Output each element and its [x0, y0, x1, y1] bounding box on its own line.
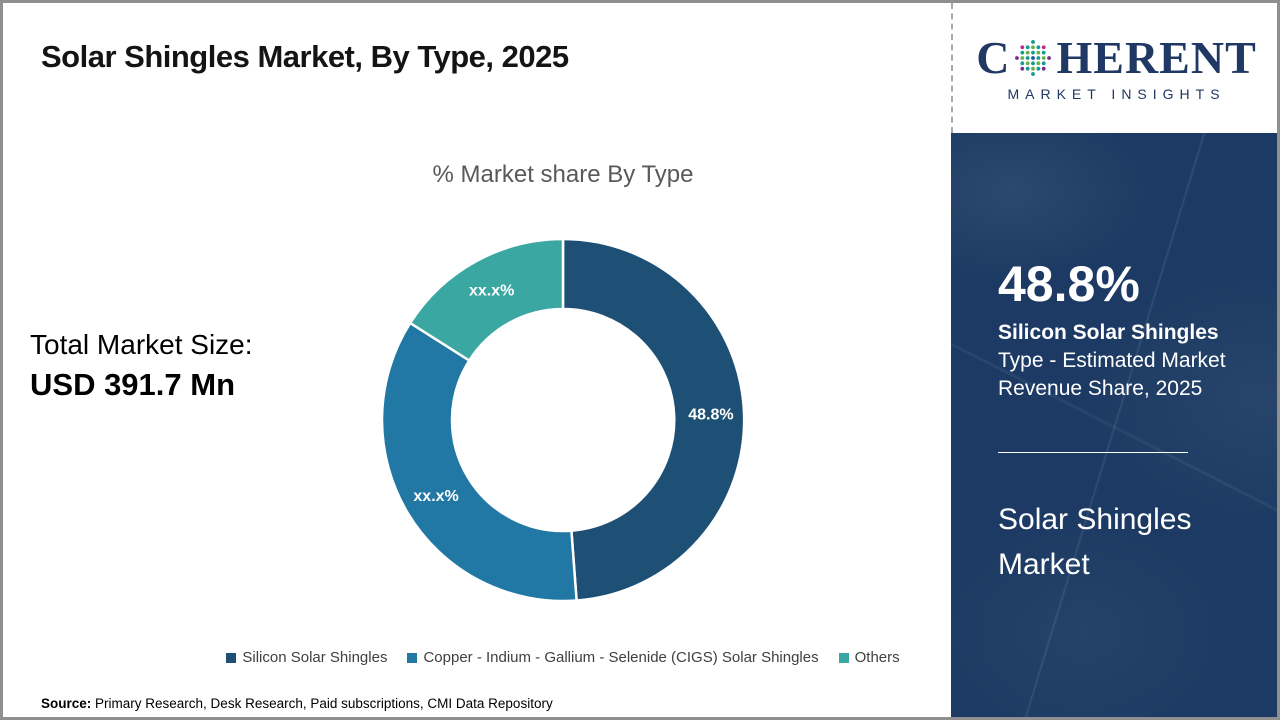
- legend-item-2: Copper - Indium - Gallium - Selenide (CI…: [407, 649, 819, 666]
- donut-slice-3: [408, 237, 565, 363]
- globe-dot: [1031, 71, 1036, 76]
- globe-dots-icon: [1015, 39, 1052, 76]
- globe-dot: [1042, 44, 1047, 49]
- highlight-description-line2: Revenue Share, 2025: [998, 377, 1203, 401]
- donut-slice-label-2: xx.x%: [413, 488, 458, 505]
- globe-dot: [1026, 50, 1031, 55]
- donut-slice-2: [380, 321, 578, 603]
- brand-logo-wordmark: C HERENT: [976, 31, 1257, 83]
- page-title: Solar Shingles Market, By Type, 2025: [41, 39, 569, 74]
- donut-slice-1: [561, 237, 746, 602]
- donut-slice-label-1: 48.8%: [688, 406, 733, 423]
- sidebar-divider: [998, 451, 1188, 453]
- donut-chart-svg: 48.8% xx.x% xx.x%: [380, 237, 746, 603]
- globe-dot: [1031, 44, 1036, 49]
- donut-chart: 48.8% xx.x% xx.x%: [380, 237, 746, 603]
- chart-title: % Market share By Type: [432, 161, 694, 188]
- globe-dot: [1020, 66, 1025, 71]
- globe-dot: [1042, 60, 1047, 65]
- sidebar-market-name: Solar Shingles Market: [998, 502, 1192, 581]
- legend-marker-icon: [226, 652, 237, 663]
- globe-dot: [1026, 60, 1031, 65]
- globe-dot: [1031, 66, 1036, 71]
- globe-dot: [1031, 50, 1036, 55]
- highlight-value: 48.8%: [998, 256, 1140, 312]
- globe-dot: [1031, 39, 1036, 44]
- highlight-description-line1: Type - Estimated Market: [998, 348, 1226, 372]
- globe-dot: [1042, 50, 1047, 55]
- globe-dot: [1020, 50, 1025, 55]
- globe-dot: [1036, 50, 1041, 55]
- globe-dot: [1036, 60, 1041, 65]
- total-market-size: Total Market Size: USD 391.7 Mn: [30, 329, 253, 403]
- globe-dot: [1031, 55, 1036, 60]
- brand-logo-suffix: HERENT: [1056, 31, 1257, 83]
- globe-dot: [1020, 44, 1025, 49]
- globe-dot: [1036, 66, 1041, 71]
- globe-dot: [1047, 55, 1052, 60]
- brand-logo-prefix: C: [976, 31, 1011, 83]
- globe-dot: [1042, 55, 1047, 60]
- total-market-size-label: Total Market Size:: [30, 329, 253, 360]
- legend-marker-icon: [407, 652, 418, 663]
- globe-dot: [1036, 55, 1041, 60]
- highlight-sidebar: 48.8% Silicon Solar Shingles Type - Esti…: [951, 133, 1277, 717]
- globe-dot: [1042, 66, 1047, 71]
- source-text: Primary Research, Desk Research, Paid su…: [95, 696, 553, 711]
- legend-label: Copper - Indium - Gallium - Selenide (CI…: [423, 649, 819, 666]
- total-market-size-value: USD 391.7 Mn: [30, 367, 236, 402]
- globe-dot: [1036, 44, 1041, 49]
- brand-logo-subtitle: MARKET INSIGHTS: [1007, 85, 1226, 102]
- legend-label: Silicon Solar Shingles: [242, 649, 388, 666]
- donut-slice-label-3: xx.x%: [469, 282, 514, 299]
- source-line: Source: Primary Research, Desk Research,…: [41, 696, 553, 711]
- globe-dot: [1026, 66, 1031, 71]
- globe-dot: [1020, 55, 1025, 60]
- globe-dot: [1026, 44, 1031, 49]
- globe-dot: [1020, 60, 1025, 65]
- legend-item-3: Others: [838, 649, 900, 666]
- highlight-segment-name: Silicon Solar Shingles: [998, 320, 1219, 344]
- globe-dot: [1031, 60, 1036, 65]
- chart-legend: Silicon Solar Shingles Copper - Indium - …: [123, 649, 1003, 666]
- legend-item-1: Silicon Solar Shingles: [226, 649, 387, 666]
- globe-dot: [1026, 55, 1031, 60]
- legend-marker-icon: [838, 652, 849, 663]
- legend-label: Others: [854, 649, 900, 666]
- source-label: Source:: [41, 696, 92, 711]
- brand-logo: C HERENT MARKET INSIGHTS: [951, 3, 1277, 133]
- globe-dot: [1015, 55, 1020, 60]
